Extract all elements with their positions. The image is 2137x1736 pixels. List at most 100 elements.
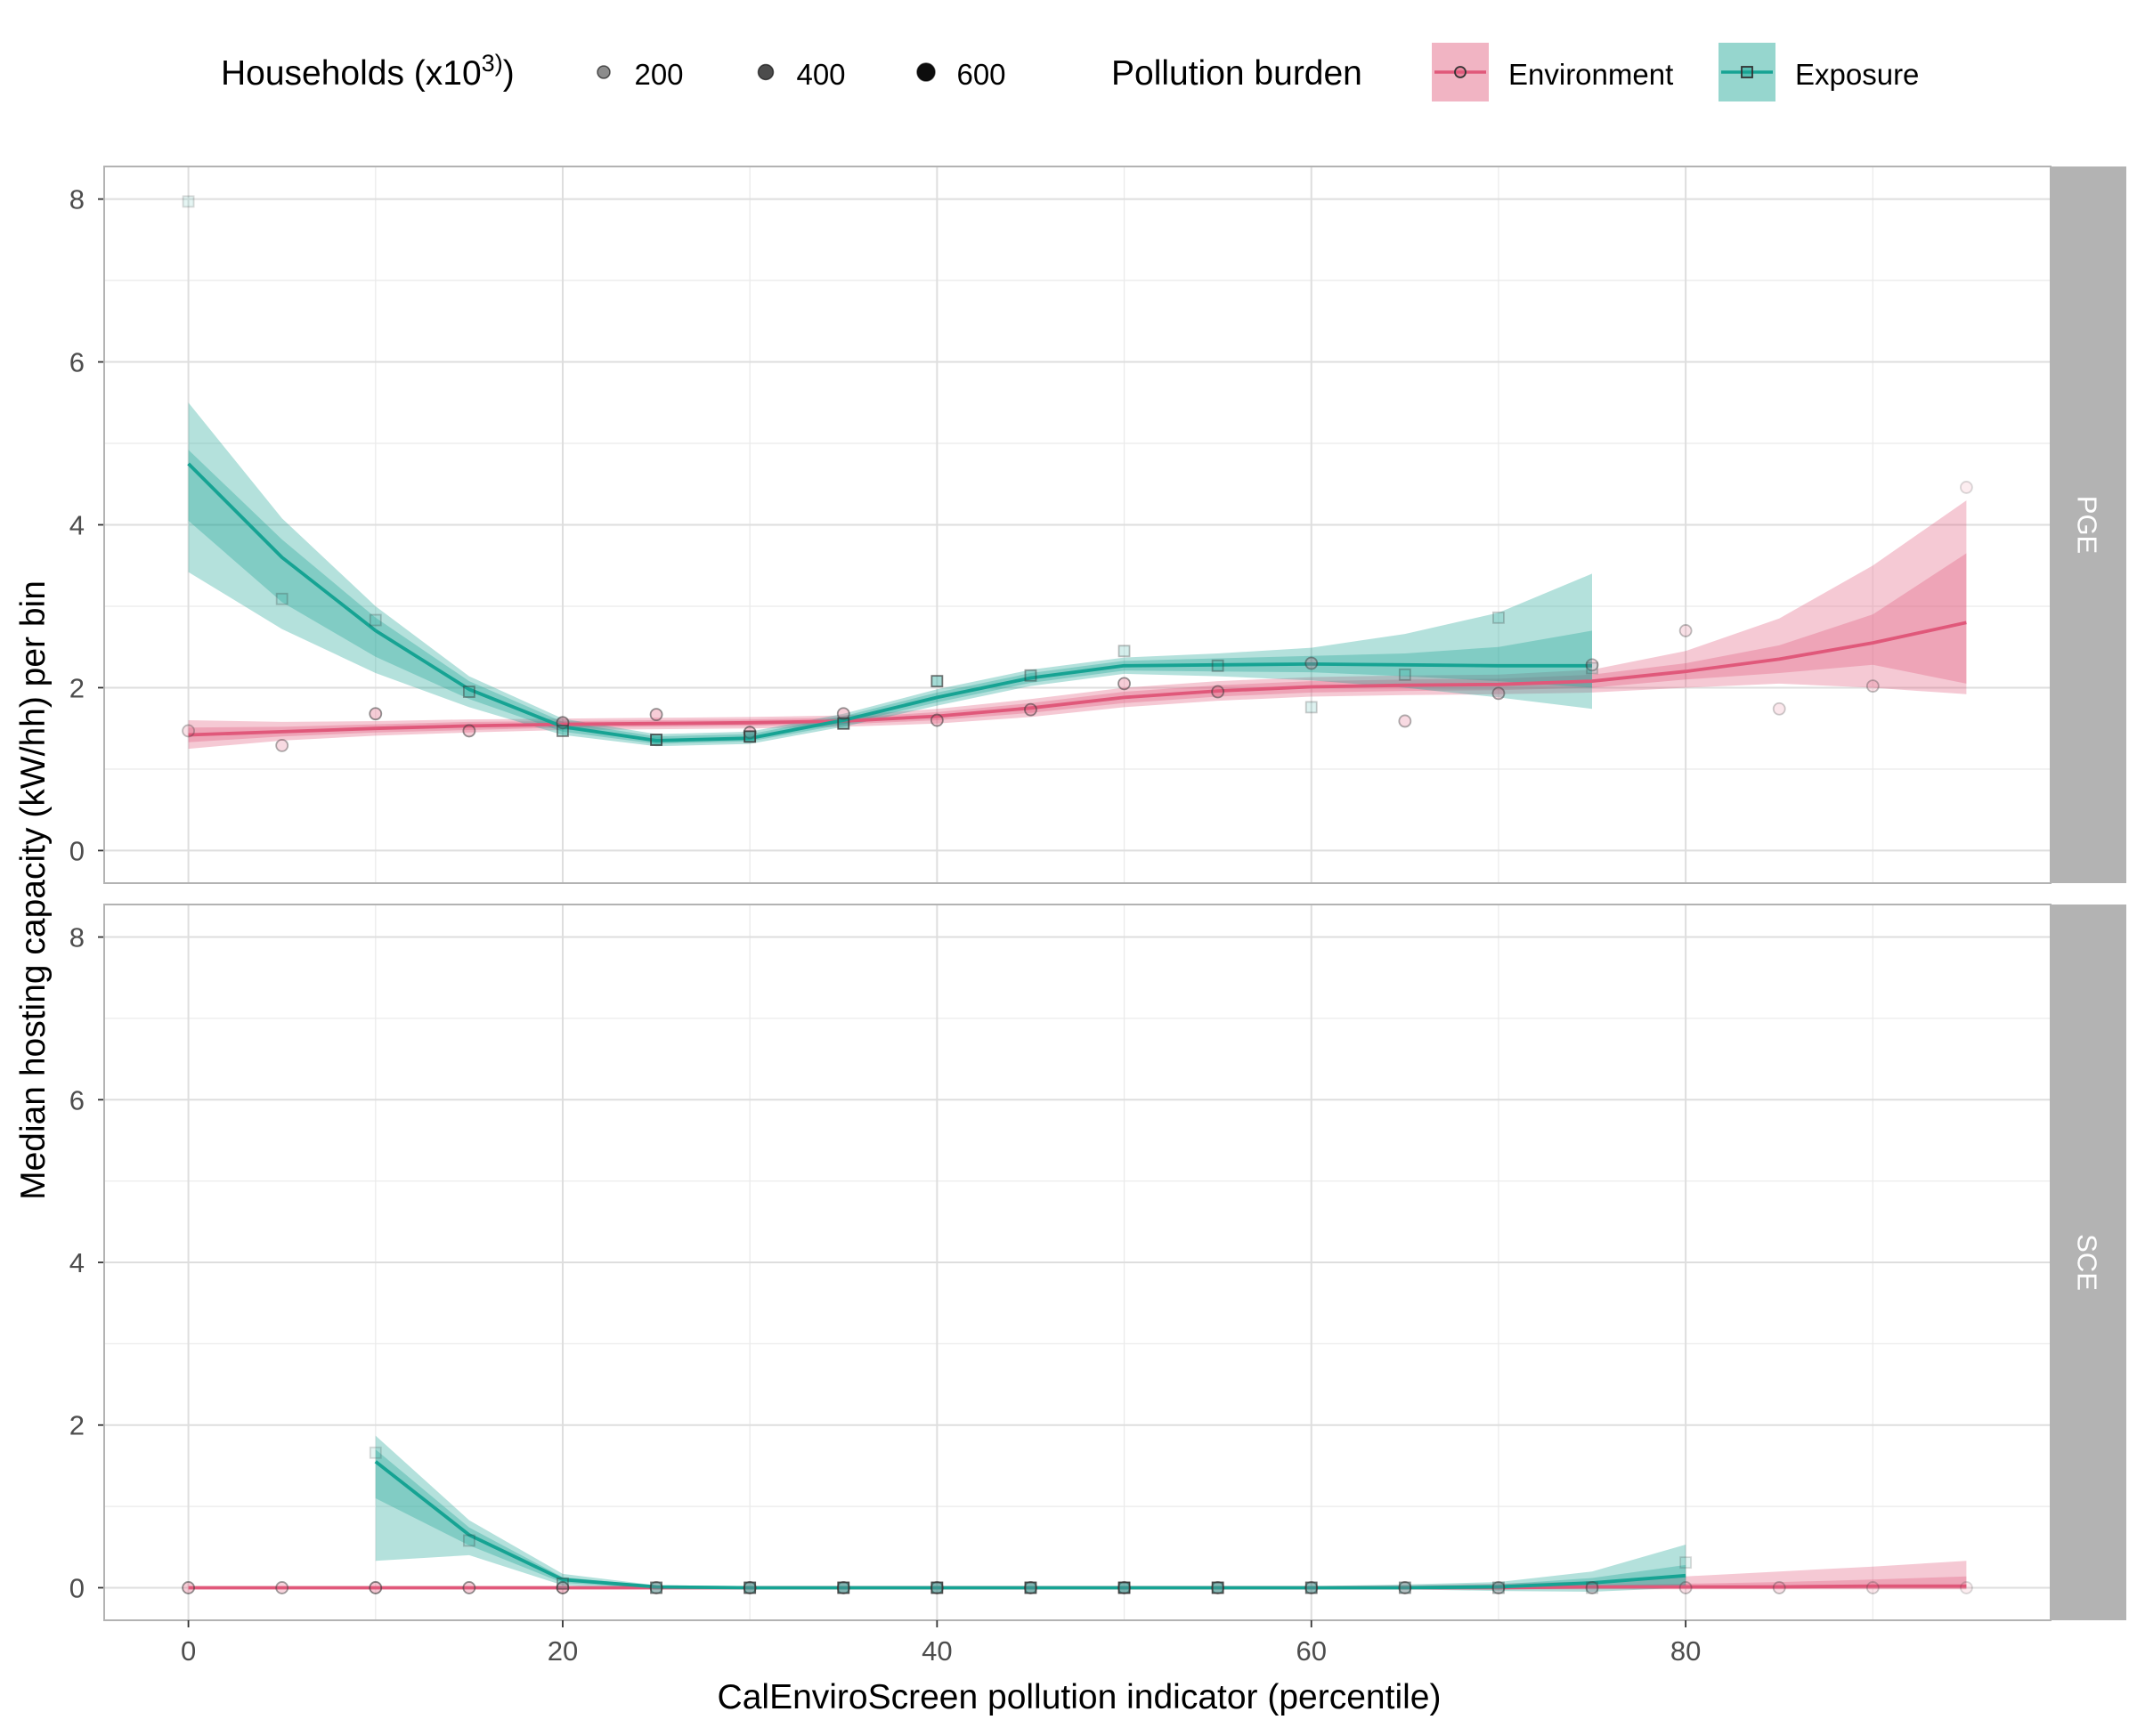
environment-point (1865, 679, 1880, 694)
environment-point (275, 1581, 289, 1594)
exposure-point (182, 195, 195, 208)
environment-point (556, 1581, 570, 1594)
y-tick-label: 8 (69, 922, 85, 953)
x-axis-title: CalEnviroScreen pollution indicator (per… (718, 1678, 1442, 1716)
environment-point (1117, 677, 1131, 691)
environment-point (462, 1581, 476, 1594)
environment-point (369, 1581, 383, 1594)
exposure-point (557, 1577, 569, 1590)
environment-point (930, 713, 944, 727)
environment-point (1772, 1581, 1786, 1594)
y-tick-label: 0 (69, 835, 85, 866)
environment-point (1585, 658, 1599, 672)
y-tick-label: 6 (69, 1084, 85, 1115)
environment-point (1960, 481, 1973, 494)
exposure-point (743, 730, 757, 743)
legend-size-label: 400 (796, 58, 845, 91)
facet-strip (2051, 905, 2126, 1620)
environment-point (1960, 1581, 1973, 1594)
environment-point (1678, 624, 1693, 637)
legend-color-title: Pollution burden (1111, 54, 1362, 93)
y-tick-label: 2 (69, 1410, 85, 1441)
environment-point (1865, 1581, 1880, 1594)
exposure-point (1398, 668, 1411, 681)
exposure-point (1492, 611, 1505, 624)
y-tick-label: 8 (69, 184, 85, 215)
exposure-point (837, 717, 850, 730)
exposure-point (1398, 1581, 1411, 1594)
exposure-point (462, 685, 475, 698)
environment-point (1772, 702, 1786, 716)
exposure-point (930, 675, 944, 688)
legend-color-label: Exposure (1795, 58, 1919, 91)
ci-band-outer-environment (188, 500, 1967, 750)
legend-color-label: Environment (1508, 58, 1673, 91)
environment-point (1491, 1581, 1506, 1594)
exposure-point (1586, 1581, 1598, 1594)
environment-point (1211, 685, 1225, 699)
y-axis-title: Median hosting capacity (kW/hh) per bin (14, 580, 53, 1200)
exposure-point (1024, 669, 1037, 682)
environment-point (462, 724, 476, 738)
exposure-point (369, 613, 382, 627)
environment-point (1398, 714, 1412, 728)
exposure-point (1304, 1581, 1318, 1594)
y-tick-label: 2 (69, 672, 85, 703)
panel-sce: 0 2 4 6 8 SCE 0 20 40 60 80 (69, 904, 2126, 1667)
trend-line-exposure (187, 462, 1592, 742)
legend-environment-marker (1454, 66, 1467, 78)
legend-size-marker (916, 62, 936, 82)
y-tick-label: 0 (69, 1572, 85, 1603)
legend-size-marker (597, 65, 611, 79)
legend-size-title: Households (x103)) (221, 50, 515, 93)
x-tick-label: 60 (1296, 1635, 1326, 1667)
exposure-point (1211, 1581, 1224, 1594)
exposure-point (930, 1581, 944, 1594)
x-tick-label: 80 (1670, 1635, 1701, 1667)
environment-point (649, 708, 663, 722)
x-tick-label: 40 (922, 1635, 952, 1667)
y-tick-label: 4 (69, 510, 85, 541)
environment-point (1678, 1581, 1693, 1594)
environment-point (275, 739, 289, 752)
exposure-point (650, 1581, 662, 1594)
legend-size-title-sup: 3) (482, 50, 503, 77)
legend-size-marker (757, 63, 775, 81)
exposure-point (275, 592, 288, 605)
y-tick-label: 4 (69, 1247, 85, 1278)
exposure-point (557, 725, 569, 737)
legend-exposure-marker (1741, 66, 1753, 78)
legend-size-title-close: ) (503, 54, 515, 93)
exposure-point (369, 1446, 382, 1459)
exposure-point (837, 1581, 850, 1594)
ci-band-inner-exposure (188, 450, 1593, 744)
panel-pge: 0 2 4 6 8 PGE (69, 166, 2126, 884)
trend-line-environment (188, 621, 1967, 737)
facet-strip (2051, 166, 2126, 883)
legend-size-title-main: Households (x10 (221, 54, 482, 93)
ci-band-outer-exposure (188, 402, 1593, 747)
exposure-point (1117, 1581, 1131, 1594)
exposure-point (1679, 1556, 1693, 1570)
x-tick-label: 20 (548, 1635, 578, 1667)
environment-point (1585, 1581, 1599, 1594)
x-tick-label: 0 (181, 1635, 196, 1667)
panels: 0 2 4 6 8 PGE 0 2 4 6 8 SCE 0 20 40 60 80 (69, 166, 2126, 1667)
legend: Households (x103)) 200 400 600 Pollution b… (221, 43, 1919, 101)
facet-strip-label: PGE (2072, 496, 2103, 554)
exposure-point (1024, 1581, 1037, 1594)
exposure-point (1117, 645, 1131, 658)
exposure-point (1211, 659, 1224, 672)
environment-point (1304, 656, 1319, 670)
legend-size-label: 600 (956, 58, 1005, 91)
legend-color-items: Environment Exposure (1432, 43, 1919, 101)
exposure-point (650, 734, 662, 746)
ci-band-outer-exposure (375, 1435, 1686, 1592)
exposure-point (1304, 701, 1318, 714)
environment-point (1024, 702, 1037, 717)
exposure-point (462, 1534, 475, 1547)
legend-size-items: 200 400 600 (597, 58, 1006, 91)
environment-point (369, 707, 383, 721)
exposure-point (1586, 661, 1598, 675)
